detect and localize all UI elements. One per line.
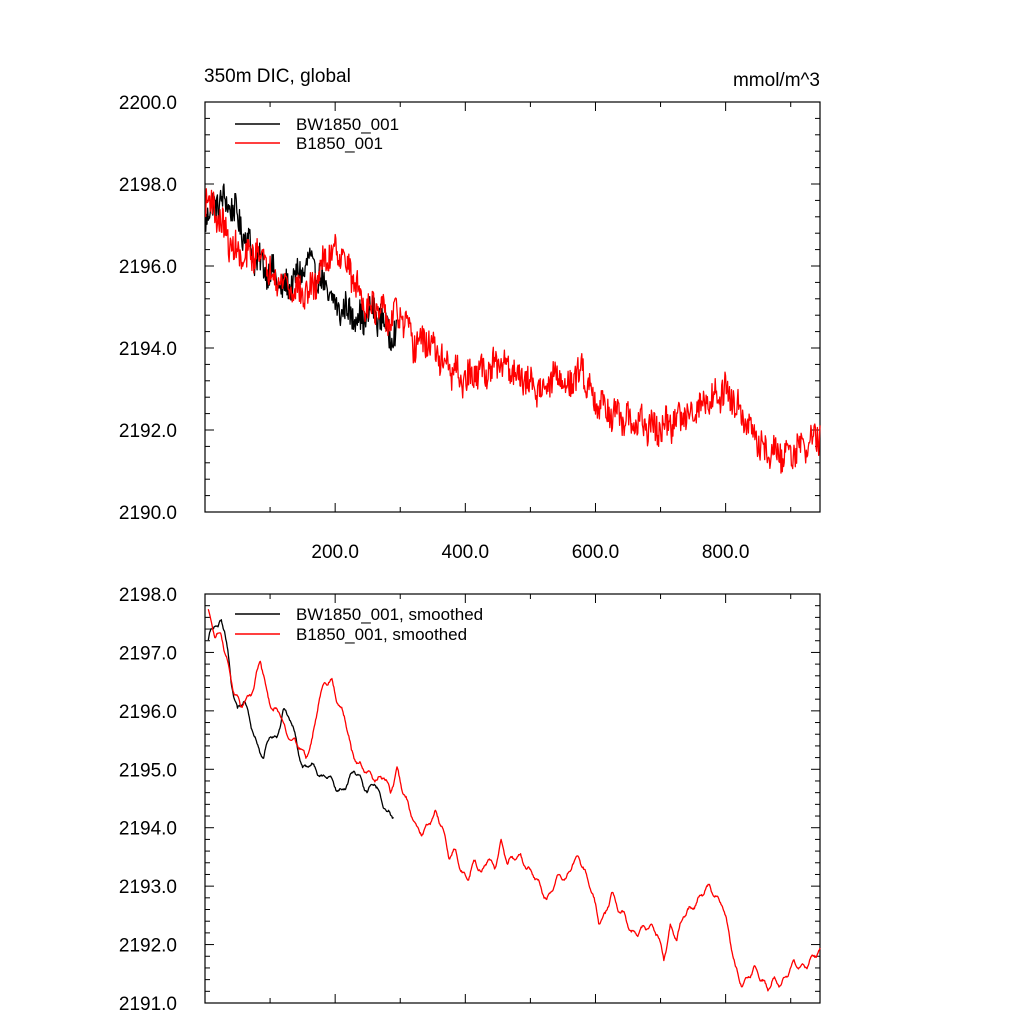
- series-line-b1850: [205, 188, 821, 474]
- plot-frame: [204, 593, 821, 1004]
- legend-label: BW1850_001: [296, 115, 399, 134]
- panel-title: 350m DIC, global: [204, 66, 351, 87]
- series-line-bw1850: [205, 183, 398, 352]
- legend-label: BW1850_001, smoothed: [296, 605, 483, 624]
- y-tick-label: 2196.0: [119, 257, 177, 278]
- y-tick-label: 2194.0: [119, 819, 177, 840]
- y-tick-label: 2197.0: [119, 643, 177, 664]
- y-tick-label: 2198.0: [119, 175, 177, 196]
- y-tick-label: 2192.0: [119, 936, 177, 957]
- y-tick-label: 2190.0: [119, 503, 177, 524]
- y-tick-label: 2198.0: [119, 585, 177, 606]
- y-tick-label: 2192.0: [119, 421, 177, 442]
- series-line-b1850: [207, 609, 821, 992]
- y-tick-label: 2193.0: [119, 877, 177, 898]
- bottom-panel: 2191.0 2192.0 2193.0 2194.0 2195.0 2196.0 2197…: [119, 585, 821, 1015]
- y-tick-label: 2196.0: [119, 702, 177, 723]
- x-tick-label: 400.0: [442, 542, 490, 563]
- plot-frame: [204, 101, 821, 513]
- y-tick-label: 2194.0: [119, 339, 177, 360]
- y-tick-label: 2200.0: [119, 93, 177, 114]
- legend-label: B1850_001: [296, 134, 383, 153]
- units-label: mmol/m^3: [733, 70, 820, 91]
- y-tick-label: 2191.0: [119, 994, 177, 1015]
- x-tick-label: 800.0: [702, 542, 750, 563]
- x-tick-label: 600.0: [572, 542, 620, 563]
- legend-label: B1850_001, smoothed: [296, 625, 467, 644]
- top-panel: 350m DIC, global mmol/m^3 2190.0 2192.0 21…: [119, 66, 821, 563]
- y-tick-label: 2195.0: [119, 760, 177, 781]
- series-line-bw1850: [207, 619, 394, 819]
- x-tick-label: 200.0: [311, 542, 359, 563]
